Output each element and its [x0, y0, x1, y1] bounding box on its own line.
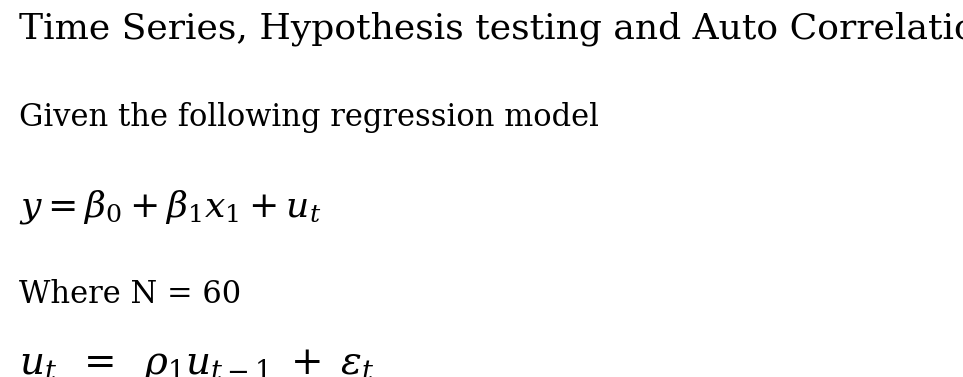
Text: Time Series, Hypothesis testing and Auto Correlation: Time Series, Hypothesis testing and Auto… [19, 11, 963, 46]
Text: Where N = 60: Where N = 60 [19, 279, 242, 310]
Text: $y = \beta_0 + \beta_1 x_1 + u_t$: $y = \beta_0 + \beta_1 x_1 + u_t$ [19, 188, 322, 227]
Text: Given the following regression model: Given the following regression model [19, 102, 599, 133]
Text: $u_t \;\; = \;\; \rho_1 u_{t-1} \; + \; \varepsilon_t$: $u_t \;\; = \;\; \rho_1 u_{t-1} \; + \; … [19, 347, 375, 377]
